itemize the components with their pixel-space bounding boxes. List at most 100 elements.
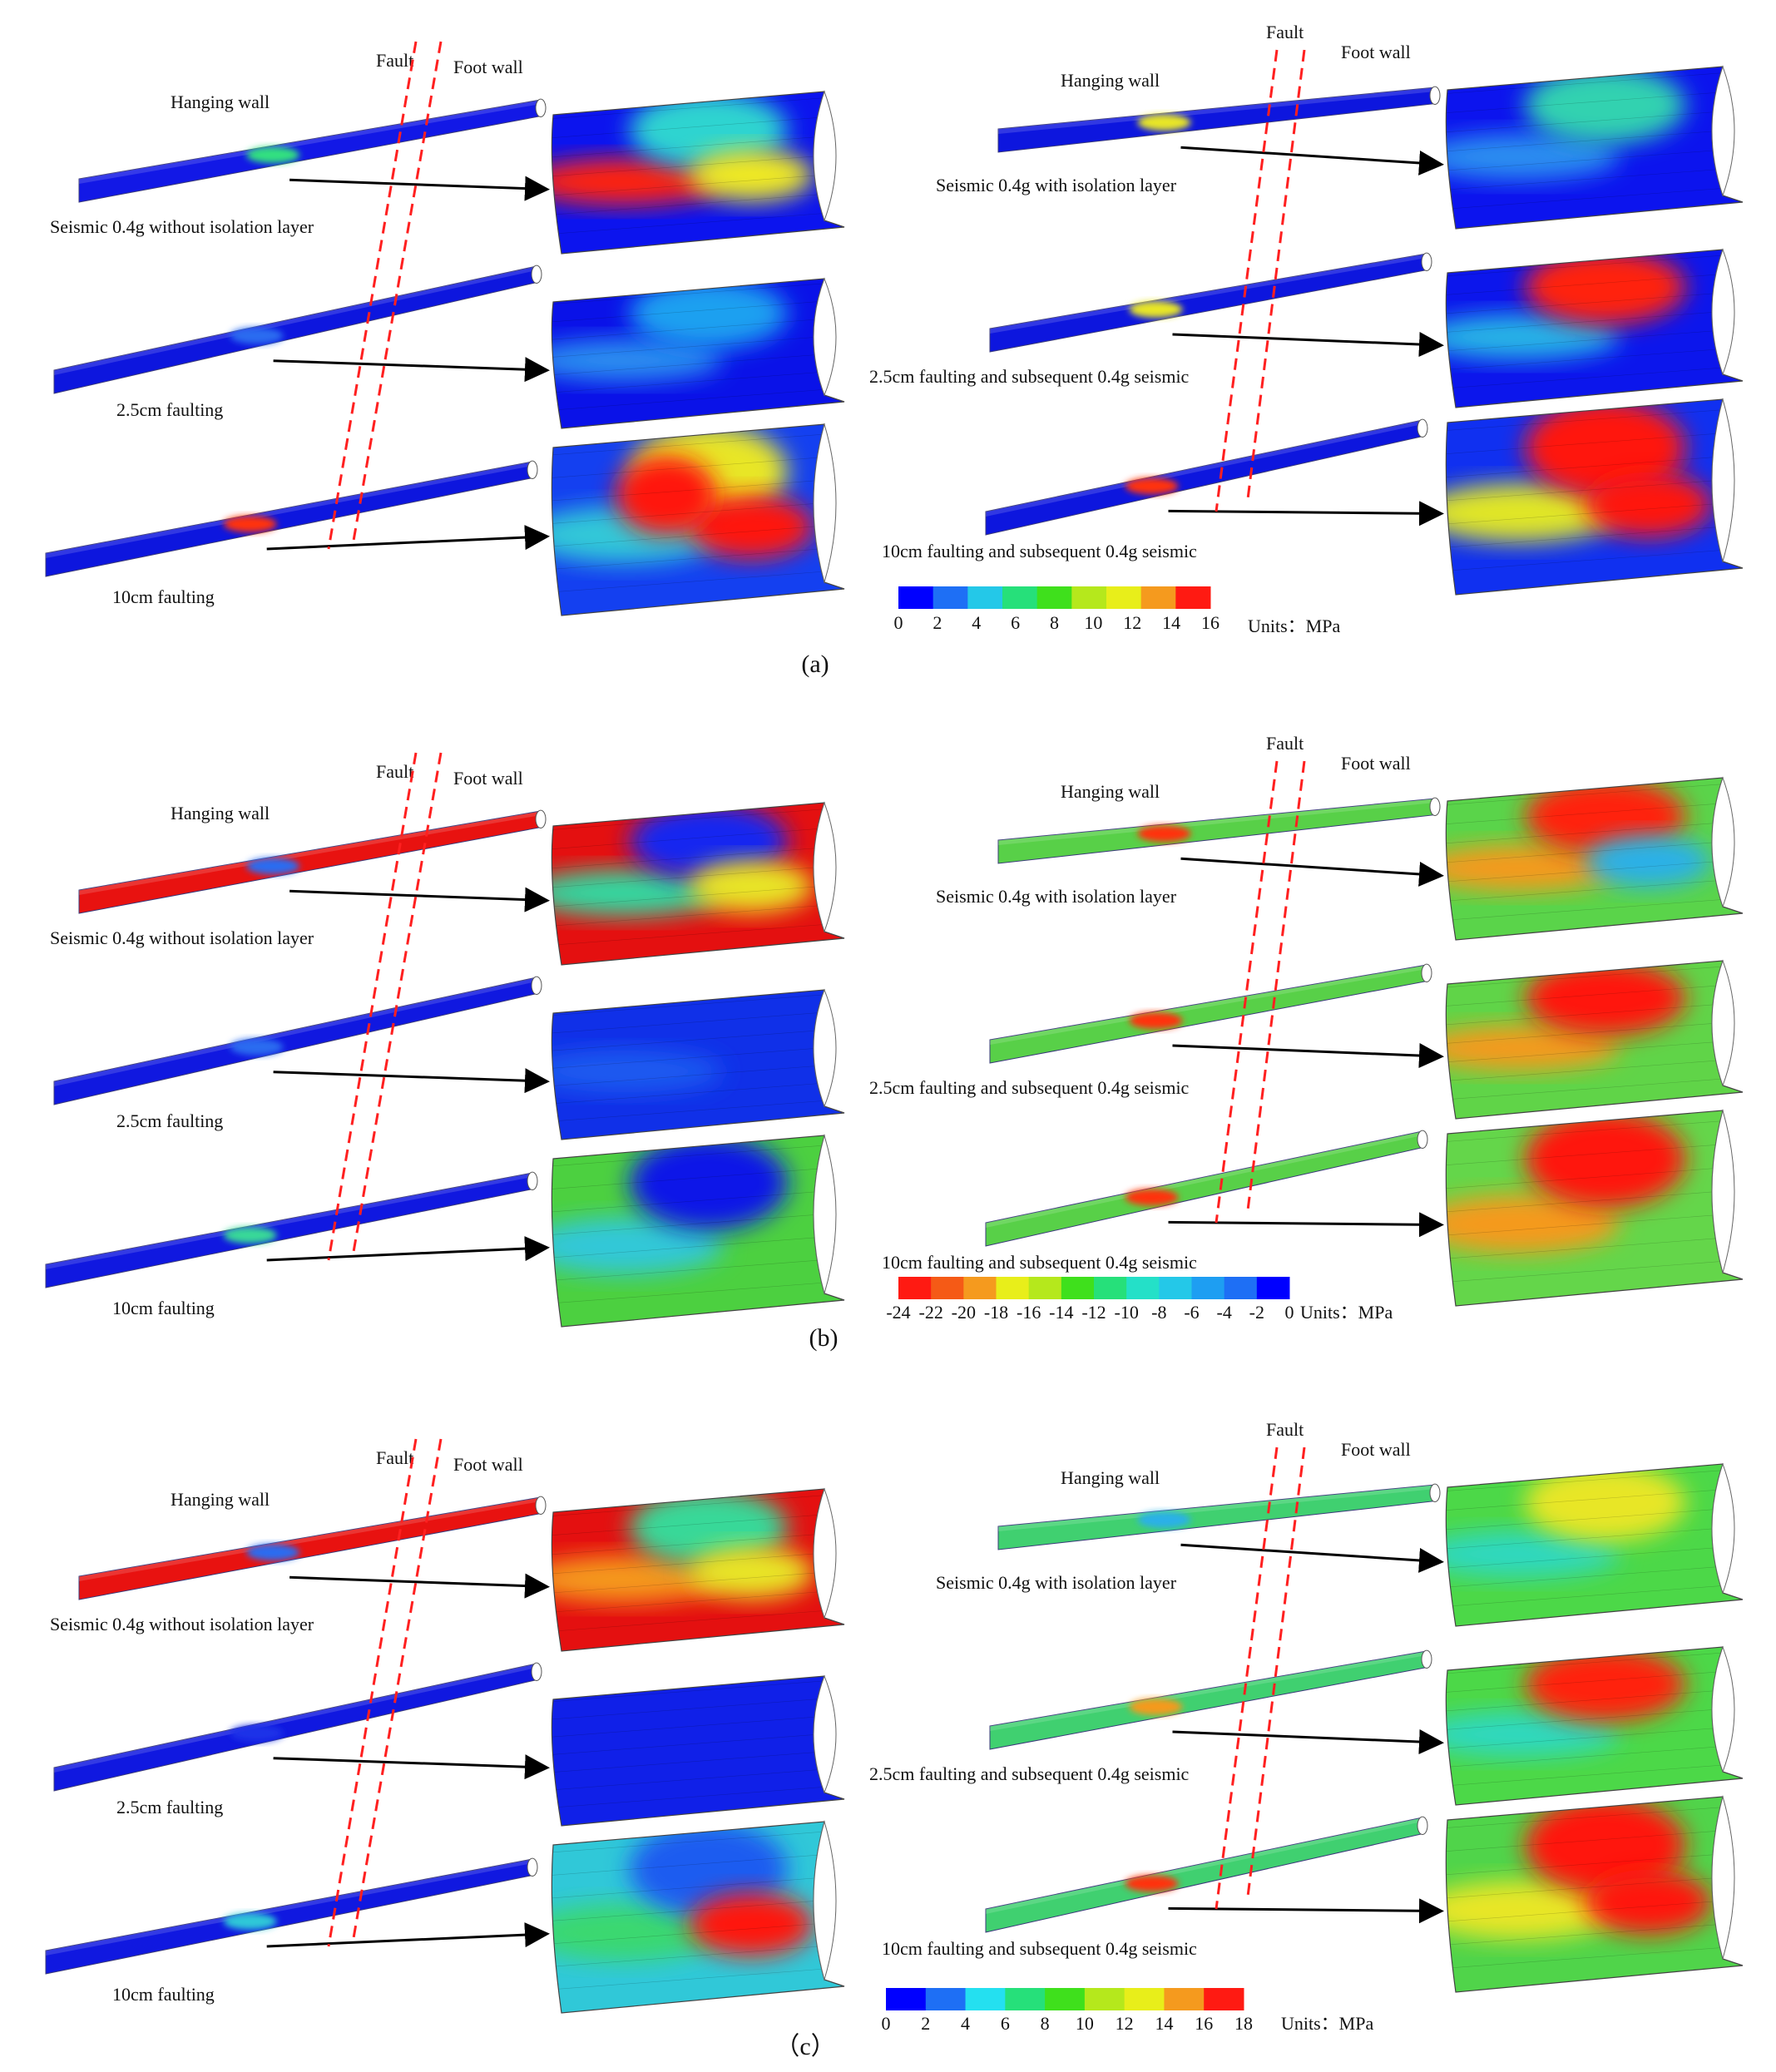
colorbar-swatch: [996, 1277, 1030, 1299]
colorbar-tick: 4: [972, 612, 981, 633]
tube-hotspot: [223, 1227, 277, 1244]
mesh-line: [1446, 1235, 1743, 1260]
stress-contour: [1446, 1531, 1620, 1578]
tube-end-cap: [1429, 86, 1441, 105]
mesh-line: [1446, 982, 1743, 1007]
case-1: Seismic 0.4g with isolation layer: [936, 65, 1744, 230]
colorbar-tick: 2: [933, 612, 942, 633]
fault-line-2: [352, 1438, 443, 1939]
tube-highlight: [79, 100, 541, 184]
fault-line-1: [327, 752, 418, 1261]
stress-contour: [1446, 1194, 1620, 1254]
case-3: 10cm faulting and subsequent 0.4g seismi…: [882, 1795, 1744, 1993]
colorbar-tick: 10: [1084, 612, 1102, 633]
stress-contour: [1446, 314, 1620, 359]
mesh-line: [552, 569, 844, 593]
tube-hotspot: [1129, 301, 1183, 318]
stress-contour: [1446, 133, 1620, 180]
case-2: 2.5cm faulting and subsequent 0.4g seism…: [869, 248, 1744, 408]
mesh-line: [552, 1767, 844, 1791]
tube-end-cap: [535, 1496, 547, 1515]
case-2: 2.5cm faulting and subsequent 0.4g seism…: [869, 1645, 1744, 1806]
zoom-arrow: [273, 357, 550, 383]
tube-highlight: [998, 799, 1435, 845]
mesh-line: [552, 172, 844, 196]
mesh-line: [552, 454, 844, 479]
mesh-line: [1446, 1945, 1743, 1970]
mesh-line: [552, 1531, 844, 1555]
right-column: Hanging wall Fault Foot wall Seismic 0.4g w…: [869, 733, 1744, 1307]
mesh-line: [1446, 1875, 1743, 1899]
tube-opening: [1711, 959, 1735, 1087]
mesh-line: [1446, 800, 1743, 825]
zoomed-segment: [551, 90, 845, 255]
tube-highlight: [54, 977, 537, 1086]
stress-contour: [1525, 250, 1686, 324]
mesh-line: [1446, 1189, 1743, 1213]
mesh-line: [1446, 1486, 1743, 1511]
mesh-line: [552, 864, 844, 888]
colorbar-swatch: [933, 586, 968, 609]
mesh-line: [552, 210, 844, 235]
fault-line-1: [1215, 1446, 1279, 1910]
mesh-line: [552, 500, 844, 525]
mesh-line: [552, 1062, 844, 1087]
zoomed-segment: [551, 801, 845, 966]
mesh-line: [1446, 1827, 1743, 1852]
tube-end-cap: [1421, 963, 1432, 982]
zoom-arrow: [1180, 857, 1444, 887]
mesh-line: [1446, 1564, 1743, 1589]
zoomed-segment: [1445, 1795, 1744, 1993]
zoomed-segment: [551, 1820, 845, 2014]
colorbar-tick: -12: [1081, 1302, 1106, 1323]
colorbar-tick: -6: [1184, 1302, 1199, 1323]
panel-b: Hanging wall Fault Foot wall Seismic 0.4g w…: [45, 733, 1744, 1352]
mesh-line: [552, 1098, 844, 1123]
mesh-line: [552, 191, 844, 216]
colorbar-swatch: [1124, 1988, 1165, 2010]
mesh-line: [1446, 290, 1743, 314]
fault-line-2: [352, 41, 443, 541]
tube-hotspot: [246, 1544, 300, 1561]
panel-caption: (b): [809, 1324, 839, 1352]
zoom-arrow: [1172, 1729, 1444, 1755]
mesh-line: [552, 546, 844, 571]
mesh-line: [552, 1784, 844, 1809]
colorbar-swatch: [931, 1277, 964, 1299]
mesh-line: [1446, 1688, 1743, 1712]
mesh-line: [1446, 128, 1743, 152]
mesh-line: [1446, 1921, 1743, 1946]
case-label: 10cm faulting and subsequent 0.4g seismi…: [882, 1252, 1197, 1273]
fault-label: Fault: [1266, 1419, 1304, 1440]
stress-contour: [1525, 1464, 1686, 1541]
tube-end-cap: [535, 98, 547, 117]
mesh-line: [552, 1027, 844, 1052]
mesh-line: [552, 1678, 844, 1703]
mesh-line: [552, 1608, 844, 1633]
foot-wall-label: Foot wall: [453, 768, 523, 789]
stress-contour: [1585, 835, 1712, 888]
units-label: Units：MPa: [1281, 2013, 1373, 2034]
right-column: Hanging wall Fault Foot wall Seismic 0.4g w…: [869, 22, 1744, 596]
stress-contour: [629, 1135, 789, 1230]
tube-hotspot: [230, 1038, 284, 1056]
colorbar-swatch: [965, 1988, 1006, 2010]
mesh-line: [1446, 1001, 1743, 1026]
tube-highlight: [986, 1131, 1422, 1228]
mesh-line: [1446, 1526, 1743, 1550]
panel-caption: (a): [801, 650, 829, 678]
zoom-arrow: [266, 1236, 550, 1262]
mesh-line: [552, 1165, 844, 1190]
mesh-line: [552, 806, 844, 831]
mesh-line: [1446, 166, 1743, 191]
case-label: 2.5cm faulting and subsequent 0.4g seism…: [869, 1763, 1190, 1784]
mesh-line: [552, 134, 844, 158]
mesh-line: [1446, 1545, 1743, 1569]
mesh-line: [552, 1713, 844, 1738]
tube-highlight: [990, 965, 1427, 1045]
case-3: 10cm faulting: [45, 1820, 845, 2014]
colorbar-tick: 10: [1076, 2013, 1094, 2034]
case-3: 10cm faulting and subsequent 0.4g seismi…: [882, 1109, 1744, 1307]
mesh-line: [1446, 1743, 1743, 1768]
mesh-line: [1446, 454, 1743, 478]
